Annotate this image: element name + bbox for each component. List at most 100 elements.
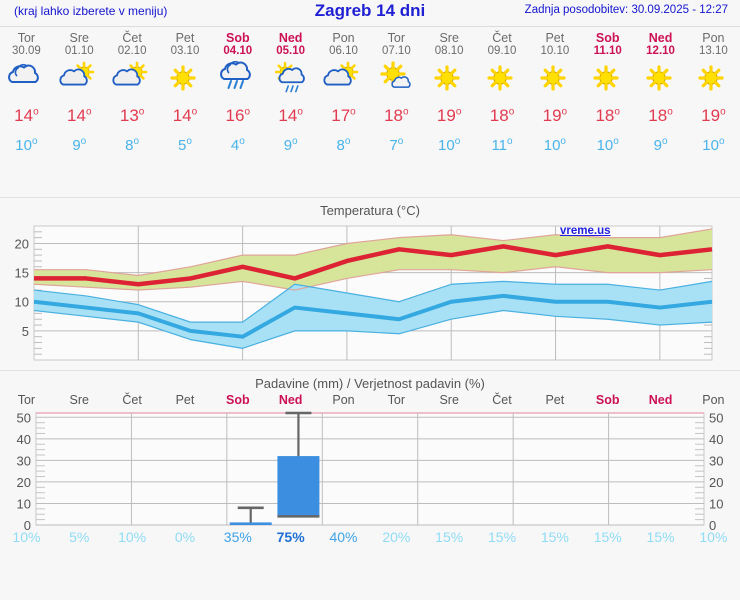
day-tmax-4: 16o xyxy=(225,105,251,125)
day-header-7: Tor 07.10 xyxy=(370,27,423,58)
day-date: 01.10 xyxy=(64,45,94,57)
precip-probability-0: 10% xyxy=(12,529,41,545)
day-tmin-13: 10o xyxy=(702,135,725,154)
day-header-1: Sre 01.10 xyxy=(53,27,106,58)
precip-probability-2: 10% xyxy=(118,529,147,545)
precip-day-label-6: Pon xyxy=(332,393,355,407)
precip-probability-11: 15% xyxy=(593,529,622,545)
day-date: 12.10 xyxy=(646,45,675,57)
day-date: 10.10 xyxy=(540,45,570,57)
day-header-11: Sob 11.10 xyxy=(581,27,634,58)
day-tmin-5: 9o xyxy=(283,135,298,154)
partly-sunny-icon xyxy=(106,58,159,98)
svg-text:50: 50 xyxy=(17,410,31,425)
svg-text:15: 15 xyxy=(15,266,29,281)
svg-text:40: 40 xyxy=(17,432,31,447)
day-header-13: Pon 13.10 xyxy=(687,27,740,58)
day-tmax-10: 19o xyxy=(542,105,568,125)
day-tmin-11: 10o xyxy=(596,135,619,154)
day-tmax-1: 14o xyxy=(67,105,92,125)
precip-day-label-13: Pon xyxy=(702,393,725,407)
day-icons-row xyxy=(0,58,740,98)
day-date: 13.10 xyxy=(699,45,728,57)
precip-probability-row: 10% 5% 10% 0% 35% 75% 40% 20% 15% 15% 15% 15% 15% 10% xyxy=(0,529,740,545)
cloudy-icon xyxy=(0,58,53,98)
day-name: Čet xyxy=(492,31,512,45)
precip-probability-9: 15% xyxy=(488,529,517,545)
day-tmin-3: 5o xyxy=(178,135,192,154)
day-header-12: Ned 12.10 xyxy=(634,27,687,58)
day-date: 04.10 xyxy=(223,45,253,57)
precip-probability-12: 15% xyxy=(646,529,675,545)
day-tmax-13: 19o xyxy=(701,105,726,125)
day-tmax-8: 19o xyxy=(436,105,462,125)
sunny-icon xyxy=(476,58,529,98)
sunny-icon xyxy=(634,58,687,98)
day-date: 03.10 xyxy=(170,45,200,57)
day-tmax-3: 14o xyxy=(172,105,198,125)
forecast-day-strip: Tor 30.09 Sre 01.10 Čet 02.10 Pet 03.10 Sob 04.10… xyxy=(0,27,740,198)
day-name: Sob xyxy=(225,31,250,45)
precip-day-label-5: Ned xyxy=(278,393,303,407)
precip-day-label-0: Tor xyxy=(17,393,36,407)
day-tmax-row: 14o 14o 13o 14o 16o 14o 17o 18o 19o 18o 19o 18o 18o 1… xyxy=(0,98,740,130)
day-tmin-12: 9o xyxy=(653,135,668,154)
page-title: Zagreb 14 dni xyxy=(314,1,426,20)
day-tmin-2: 8o xyxy=(125,135,140,154)
precip-day-label-9: Čet xyxy=(492,393,512,407)
partly-sunny-icon xyxy=(53,58,106,98)
day-tmin-0: 10o xyxy=(15,135,38,154)
sunny-icon xyxy=(423,58,476,98)
day-name: Ned xyxy=(648,31,673,45)
location-hint: (kraj lahko izberete v meniju) xyxy=(14,4,168,18)
day-name: Pon xyxy=(332,31,355,45)
day-tmax-2: 13o xyxy=(119,105,145,125)
day-tmax-5: 14o xyxy=(278,105,303,125)
precip-probability-1: 5% xyxy=(69,529,90,545)
day-name: Čet xyxy=(122,31,142,45)
day-date: 07.10 xyxy=(381,45,411,57)
day-header-2: Čet 02.10 xyxy=(106,27,159,58)
precip-day-label-7: Tor xyxy=(387,393,406,407)
day-header-6: Pon 06.10 xyxy=(317,27,370,58)
precip-probability-6: 40% xyxy=(329,529,358,545)
svg-text:20: 20 xyxy=(709,475,723,490)
precip-day-label-1: Sre xyxy=(69,393,89,407)
svg-text:0: 0 xyxy=(709,518,716,533)
day-name: Pon xyxy=(702,31,725,45)
watermark-link[interactable]: vreme.us xyxy=(560,225,611,237)
sunny-icon xyxy=(528,58,581,98)
svg-text:40: 40 xyxy=(709,432,723,447)
day-date: 30.09 xyxy=(12,45,41,57)
temperature-plot: 5 10 15 20 xyxy=(15,225,713,361)
precip-day-labels: Tor Sre Čet Pet Sob Ned Pon Tor Sre Čet Pet Sob Ned P… xyxy=(0,393,740,407)
precip-day-label-2: Čet xyxy=(122,393,142,407)
day-name: Sre xyxy=(69,31,89,45)
day-header-3: Pet 03.10 xyxy=(159,27,212,58)
svg-text:0: 0 xyxy=(24,518,31,533)
day-tmin-9: 11o xyxy=(491,135,513,154)
rain-icon xyxy=(211,58,264,98)
temperature-chart: Temperatura (°C) vreme.us 5 10 15 20 xyxy=(0,198,740,370)
svg-text:30: 30 xyxy=(709,453,723,468)
day-date: 08.10 xyxy=(434,45,464,57)
day-name: Pet xyxy=(545,31,565,45)
chart-divider xyxy=(0,370,740,371)
precip-probability-3: 0% xyxy=(174,529,196,545)
day-header-10: Pet 10.10 xyxy=(528,27,581,58)
precipitation-chart-title: Padavine (mm) / Verjetnost padavin (%) xyxy=(255,376,485,391)
day-tmin-1: 9o xyxy=(72,135,87,154)
svg-text:20: 20 xyxy=(17,475,31,490)
header-bar: (kraj lahko izberete v meniju) Zagreb 14… xyxy=(0,0,740,27)
day-date: 09.10 xyxy=(487,45,517,57)
day-name: Pet xyxy=(175,31,195,45)
day-tmin-7: 7o xyxy=(389,135,404,154)
precip-probability-5: 75% xyxy=(276,529,305,545)
day-date: 11.10 xyxy=(593,45,622,57)
day-tmax-12: 18o xyxy=(648,105,673,125)
precip-day-label-3: Pet xyxy=(175,393,195,407)
svg-text:20: 20 xyxy=(15,236,29,251)
day-header-0: Tor 30.09 xyxy=(0,27,53,58)
svg-text:50: 50 xyxy=(709,410,723,425)
day-header-9: Čet 09.10 xyxy=(476,27,529,58)
